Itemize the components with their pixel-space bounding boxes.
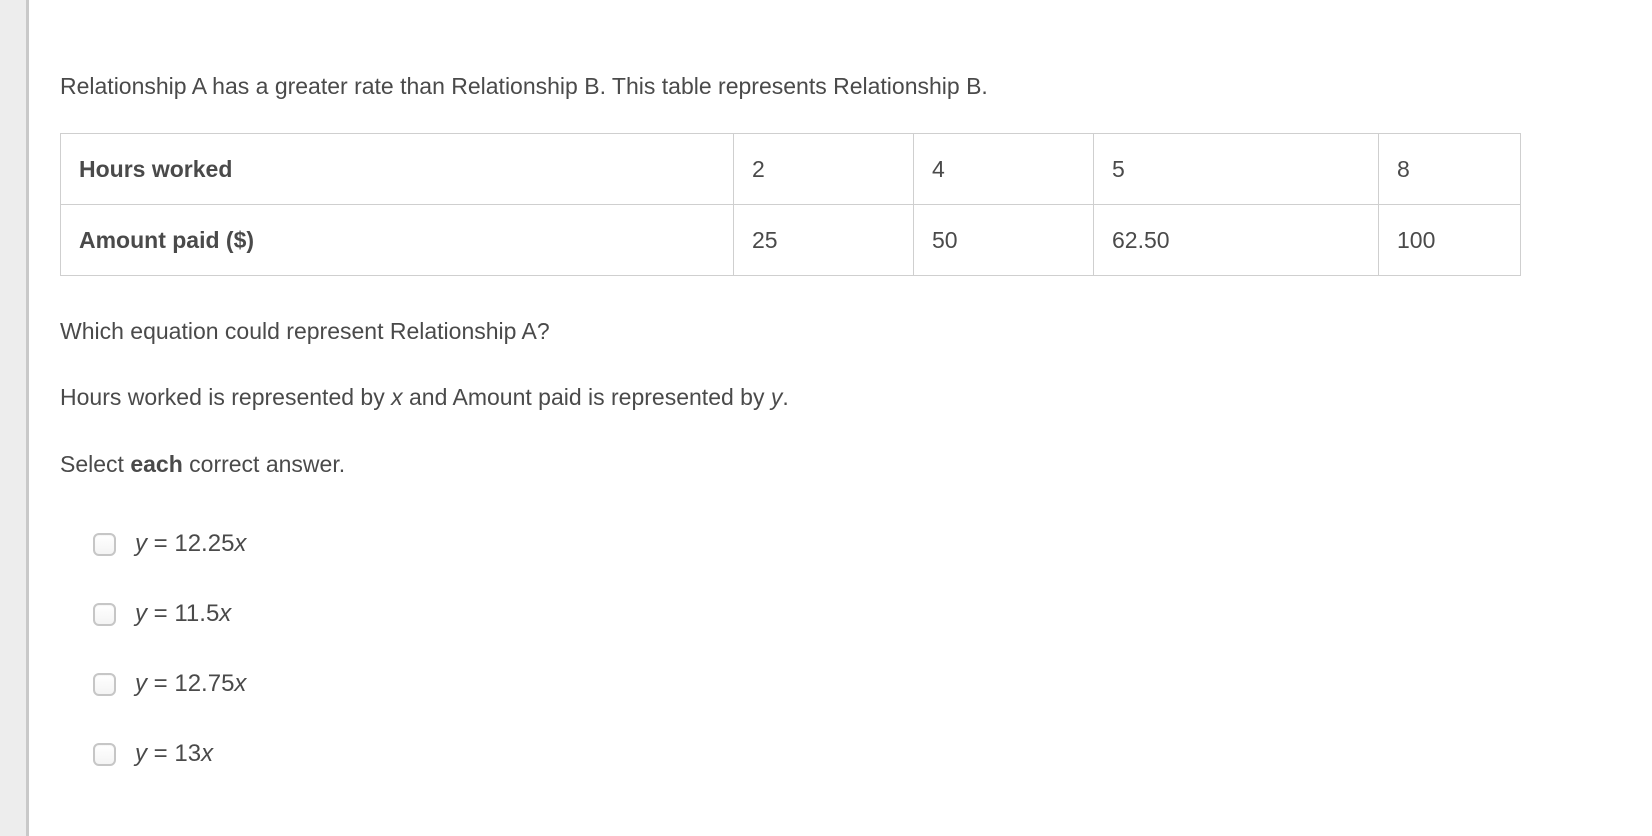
table-cell: 4 [913, 133, 1094, 205]
row-header-hours: Hours worked [60, 133, 734, 205]
option-checkbox[interactable] [93, 742, 116, 766]
option-checkbox[interactable] [93, 532, 116, 556]
table-cell: 100 [1378, 204, 1521, 276]
answer-option-4[interactable]: y = 13x [60, 738, 1520, 770]
option-label: y = 13x [135, 740, 214, 767]
table-cell: 5 [1093, 133, 1379, 205]
table-cell: 62.50 [1093, 204, 1379, 276]
table-cell: 8 [1378, 133, 1521, 205]
answer-option-2[interactable]: y = 11.5x [60, 598, 1520, 630]
table-row-amount: Amount paid ($) 25 50 62.50 100 [60, 204, 1521, 276]
left-gutter [0, 0, 29, 836]
option-label: y = 12.25x [135, 530, 247, 557]
question-intro: Relationship A has a greater rate than R… [60, 73, 988, 99]
var-x: x [391, 384, 403, 410]
answer-option-1[interactable]: y = 12.25x [60, 528, 1520, 560]
variables-note: Hours worked is represented by x and Amo… [60, 384, 789, 410]
option-checkbox[interactable] [93, 602, 116, 626]
option-label: y = 12.75x [135, 670, 247, 697]
table-cell: 2 [733, 133, 914, 205]
table-cell: 25 [733, 204, 914, 276]
answer-option-3[interactable]: y = 12.75x [60, 668, 1520, 700]
answer-options: y = 12.25x y = 11.5x y = 12.75x y = 13x [60, 528, 1520, 770]
var-y: y [770, 384, 783, 410]
question-panel: Relationship A has a greater rate than R… [60, 0, 1521, 808]
option-label: y = 11.5x [135, 600, 232, 627]
relationship-b-table: Hours worked 2 4 5 8 Amount paid ($) 25 … [60, 133, 1521, 276]
select-instruction: Select each correct answer. [60, 451, 346, 477]
option-checkbox[interactable] [93, 672, 116, 696]
table-cell: 50 [913, 204, 1094, 276]
table-row-hours: Hours worked 2 4 5 8 [60, 133, 1521, 205]
row-header-amount: Amount paid ($) [60, 204, 734, 276]
question-prompt: Which equation could represent Relations… [60, 318, 550, 344]
